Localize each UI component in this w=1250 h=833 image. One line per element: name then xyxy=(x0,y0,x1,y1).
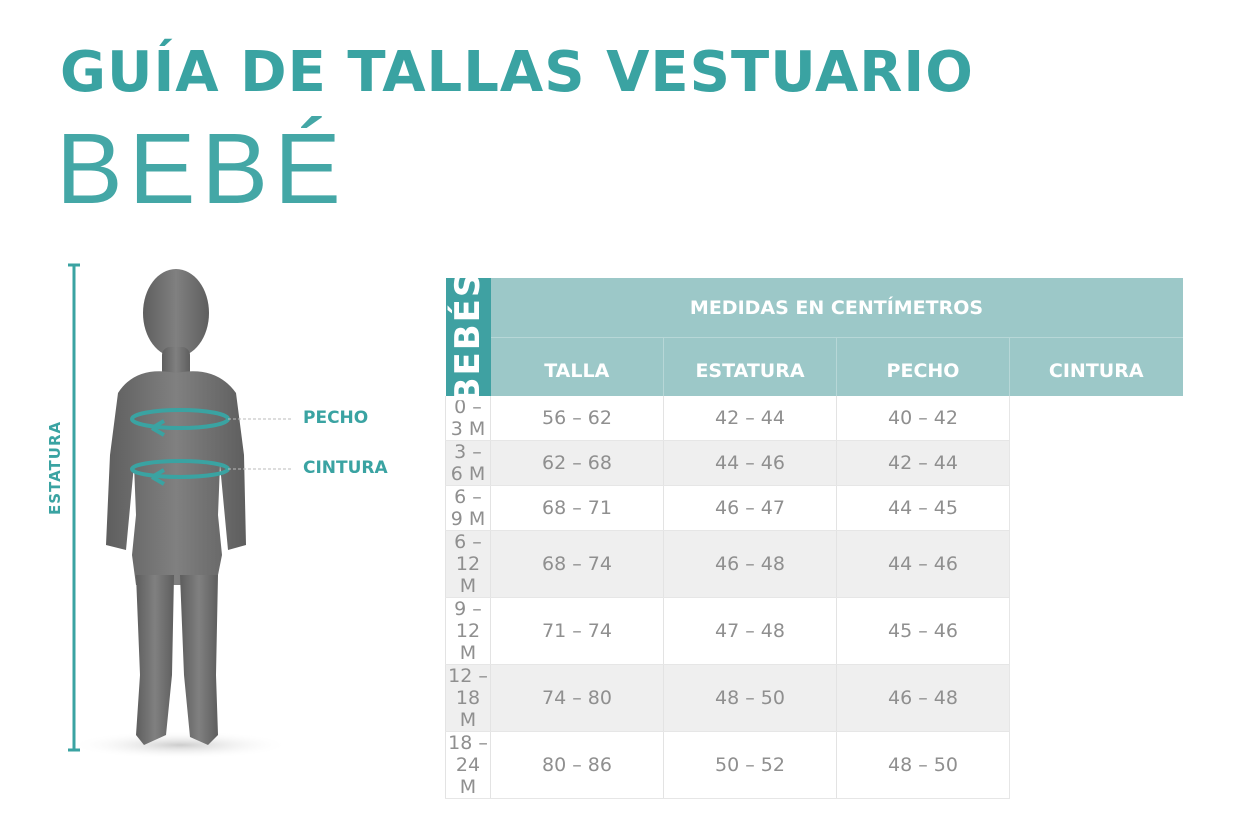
cell-talla: 18 – 24 M xyxy=(445,731,491,799)
side-label: BEBÉS xyxy=(448,270,488,404)
table-row: 6 – 9 M 68 – 71 46 – 47 44 – 45 xyxy=(445,485,1183,531)
cell-pecho: 42 – 44 xyxy=(663,395,837,441)
cell-cintura: 42 – 44 xyxy=(836,440,1010,486)
cell-talla: 12 – 18 M xyxy=(445,664,491,732)
table-row: 3 – 6 M 62 – 68 44 – 46 42 – 44 xyxy=(445,440,1183,486)
column-header-cintura: CINTURA xyxy=(1009,337,1183,396)
table-row: 6 – 12 M 68 – 74 46 – 48 44 – 46 xyxy=(445,530,1183,598)
cell-estatura: 74 – 80 xyxy=(490,664,664,732)
mannequin-body xyxy=(106,269,246,745)
height-measure-line xyxy=(68,263,80,752)
cell-talla: 9 – 12 M xyxy=(445,597,491,665)
cell-estatura: 68 – 74 xyxy=(490,530,664,598)
floor-shadow xyxy=(70,731,290,759)
waist-label: CINTURA xyxy=(303,458,388,478)
cell-talla: 3 – 6 M xyxy=(445,440,491,486)
cell-talla: 0 – 3 M xyxy=(445,395,491,441)
cell-talla: 6 – 9 M xyxy=(445,485,491,531)
cell-pecho: 46 – 47 xyxy=(663,485,837,531)
cell-cintura: 45 – 46 xyxy=(836,597,1010,665)
size-table: BEBÉS MEDIDAS EN CENTÍMETROS TALLA ESTAT… xyxy=(445,270,1183,799)
table-row: 0 – 3 M 56 – 62 42 – 44 40 – 42 xyxy=(445,395,1183,441)
cell-pecho: 48 – 50 xyxy=(663,664,837,732)
cell-pecho: 44 – 46 xyxy=(663,440,837,486)
height-label: ESTATURA xyxy=(46,420,64,515)
cell-cintura: 48 – 50 xyxy=(836,731,1010,799)
cell-estatura: 68 – 71 xyxy=(490,485,664,531)
cell-cintura: 44 – 45 xyxy=(836,485,1010,531)
table-row: 18 – 24 M 80 – 86 50 – 52 48 – 50 xyxy=(445,731,1183,799)
cell-cintura: 46 – 48 xyxy=(836,664,1010,732)
column-header-pecho: PECHO xyxy=(836,337,1010,396)
column-header-estatura: ESTATURA xyxy=(663,337,837,396)
group-header: MEDIDAS EN CENTÍMETROS xyxy=(490,278,1183,338)
page-subtitle: BEBÉ xyxy=(56,113,347,225)
side-label-cell: BEBÉS xyxy=(445,270,491,403)
column-header-talla: TALLA xyxy=(490,337,664,396)
mannequin-illustration xyxy=(68,263,292,759)
cell-pecho: 46 – 48 xyxy=(663,530,837,598)
cell-pecho: 50 – 52 xyxy=(663,731,837,799)
cell-talla: 6 – 12 M xyxy=(445,530,491,598)
table-row: 9 – 12 M 71 – 74 47 – 48 45 – 46 xyxy=(445,597,1183,665)
page-title: GUÍA DE TALLAS VESTUARIO xyxy=(60,40,974,105)
cell-estatura: 62 – 68 xyxy=(490,440,664,486)
cell-estatura: 71 – 74 xyxy=(490,597,664,665)
cell-cintura: 40 – 42 xyxy=(836,395,1010,441)
table-row: 12 – 18 M 74 – 80 48 – 50 46 – 48 xyxy=(445,664,1183,732)
chest-label: PECHO xyxy=(303,408,369,428)
cell-estatura: 56 – 62 xyxy=(490,395,664,441)
cell-cintura: 44 – 46 xyxy=(836,530,1010,598)
cell-pecho: 47 – 48 xyxy=(663,597,837,665)
cell-estatura: 80 – 86 xyxy=(490,731,664,799)
